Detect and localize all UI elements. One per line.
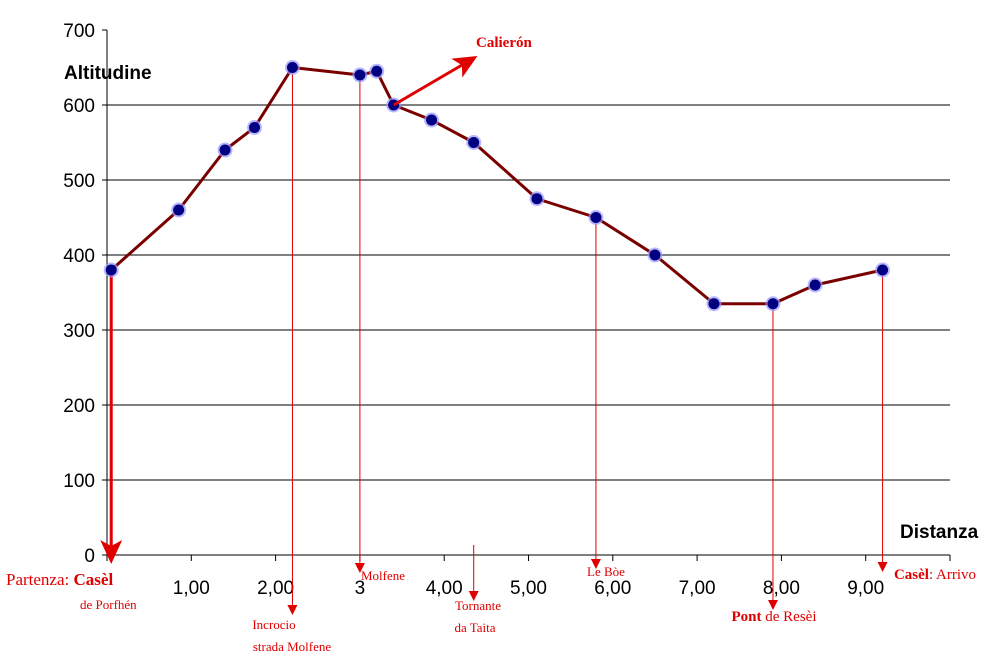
y-axis-title: Altitudine xyxy=(64,63,152,84)
data-point xyxy=(352,67,368,83)
annotation-label-part: Pont xyxy=(732,609,762,625)
x-tick-label: 2,00 xyxy=(257,578,294,599)
data-point xyxy=(875,262,891,278)
annotation-label-part: de Resèi xyxy=(762,609,817,625)
annotation-label: Incrocio xyxy=(252,617,295,632)
annotation-label-part: : Arrivo xyxy=(929,567,976,583)
annotation-label-part: Partenza: xyxy=(6,570,74,589)
y-tick-labels: 0 100 200 300 400 500 600 700 xyxy=(63,21,107,567)
axes xyxy=(106,30,950,556)
annotation-label: Le Bòe xyxy=(587,564,625,579)
data-point xyxy=(765,296,781,312)
annotation-label: Casèl: Arrivo xyxy=(894,567,976,583)
y-tick-label: 200 xyxy=(63,396,95,417)
annotation-label-line2: de Porfhén xyxy=(80,597,137,612)
data-point xyxy=(807,277,823,293)
annotation-drop-lines xyxy=(100,67,888,615)
gridlines xyxy=(107,104,950,481)
y-tick-label: 400 xyxy=(63,246,95,267)
x-tick-label: 7,00 xyxy=(679,578,716,599)
x-tick-label: 6,00 xyxy=(594,578,631,599)
data-point xyxy=(588,210,604,225)
annotation-label: Molfene xyxy=(361,568,405,583)
y-tick-label: 0 xyxy=(84,546,95,567)
data-point xyxy=(424,112,440,128)
data-point xyxy=(171,202,187,218)
x-tick-label: 9,00 xyxy=(847,578,884,599)
annotations: Partenza: Casèl de Porfhén Incrocio strada … xyxy=(6,564,976,654)
data-point xyxy=(217,142,233,158)
data-point xyxy=(466,135,482,150)
annotation-label: Tornante xyxy=(455,598,501,613)
callout-label: Calierón xyxy=(476,35,532,51)
y-tick-label: 500 xyxy=(63,171,95,192)
data-point xyxy=(529,191,545,207)
callout: Calierón xyxy=(392,35,532,107)
elevation-series xyxy=(103,60,891,312)
x-tick-label: 3 xyxy=(355,578,366,599)
y-tick-label: 300 xyxy=(63,321,95,342)
y-tick-label: 100 xyxy=(63,471,95,492)
data-point xyxy=(706,296,722,312)
annotation-label-line2: da Taita xyxy=(454,620,495,635)
data-point xyxy=(647,247,663,263)
x-tick-labels: 1,00 2,00 3 4,00 5,00 6,00 7,00 8,00 9,00 xyxy=(106,555,951,599)
y-tick-label: 700 xyxy=(63,21,95,42)
data-point xyxy=(247,120,263,135)
x-axis-title: Distanza xyxy=(900,522,979,543)
annotation-label: Pont de Resèi xyxy=(732,609,817,625)
annotation-label-part: Casèl xyxy=(894,567,929,583)
x-tick-label: 5,00 xyxy=(510,578,547,599)
annotation-label-part: Casèl xyxy=(74,570,114,589)
data-point xyxy=(284,60,300,75)
data-point xyxy=(369,63,385,79)
callout-arrow xyxy=(392,55,478,107)
x-tick-label: 4,00 xyxy=(426,578,463,599)
y-tick-label: 600 xyxy=(63,96,95,117)
annotation-label-line2: strada Molfene xyxy=(253,639,332,654)
data-point xyxy=(103,262,119,278)
x-tick-label: 8,00 xyxy=(763,578,800,599)
annotation-label: Partenza: Casèl xyxy=(6,570,113,589)
elevation-line xyxy=(110,66,883,306)
x-tick-label: 1,00 xyxy=(173,578,210,599)
